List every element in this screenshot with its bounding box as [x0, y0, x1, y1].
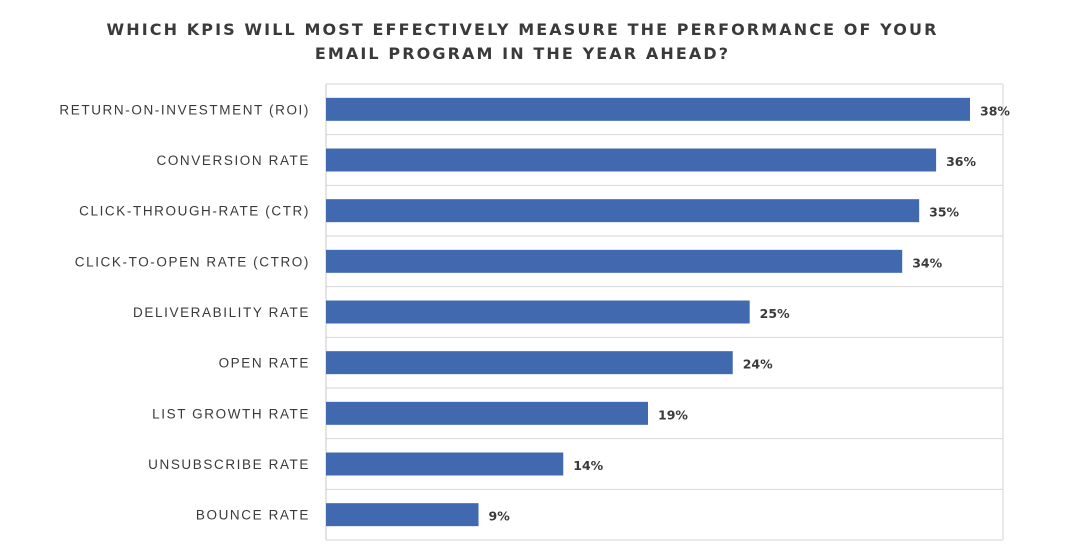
data-label: 38% — [980, 103, 1010, 118]
bar — [326, 503, 479, 527]
category-label: RETURN-ON-INVESTMENT (ROI) — [59, 102, 310, 117]
data-label: 34% — [912, 255, 942, 270]
category-label: OPEN RATE — [219, 356, 310, 371]
data-label: 19% — [658, 407, 688, 422]
data-label: 9% — [489, 509, 511, 524]
data-label: 35% — [929, 205, 959, 220]
category-label: BOUNCE RATE — [196, 508, 310, 523]
category-label: CLICK-THROUGH-RATE (CTR) — [79, 204, 310, 219]
bar — [326, 401, 648, 425]
bar — [326, 300, 750, 324]
chart-title-line-2: EMAIL PROGRAM IN THE YEAR AHEAD? — [314, 44, 731, 63]
category-label: UNSUBSCRIBE RATE — [148, 457, 310, 472]
category-label: CONVERSION RATE — [156, 153, 310, 168]
category-label: DELIVERABILITY RATE — [133, 305, 310, 320]
bar — [326, 97, 970, 121]
bar — [326, 249, 903, 273]
data-label: 24% — [743, 357, 773, 372]
bar — [326, 452, 564, 476]
chart-title-line-1: WHICH KPIS WILL MOST EFFECTIVELY MEASURE… — [106, 20, 939, 39]
data-label: 36% — [946, 154, 976, 169]
bar — [326, 351, 733, 375]
bar — [326, 199, 920, 223]
data-label: 25% — [760, 306, 790, 321]
category-label: CLICK-TO-OPEN RATE (CTRO) — [75, 254, 310, 269]
chart-title: WHICH KPIS WILL MOST EFFECTIVELY MEASURE… — [0, 18, 1045, 66]
category-label: LIST GROWTH RATE — [152, 406, 310, 421]
bar — [326, 148, 937, 172]
data-label: 14% — [573, 458, 603, 473]
